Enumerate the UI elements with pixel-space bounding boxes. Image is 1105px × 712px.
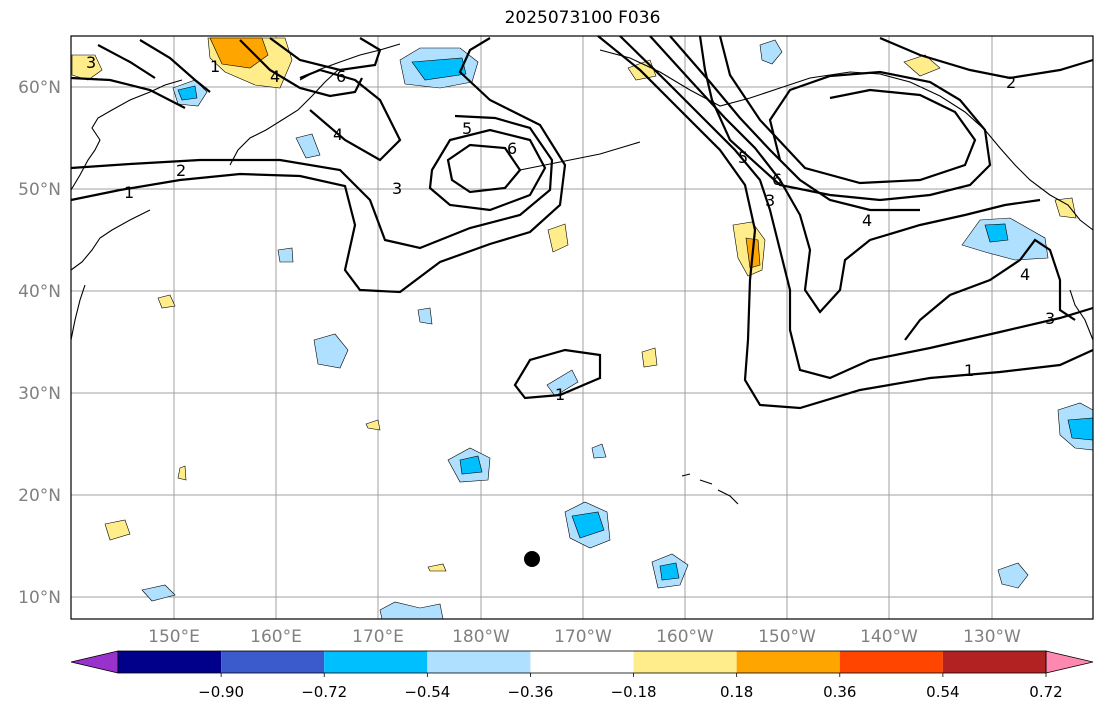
colorbar-tick-label: −0.18	[611, 683, 657, 701]
map-title: 2025073100 F036	[504, 8, 661, 28]
colorbar-tick-label: 0.54	[926, 683, 959, 701]
colorbar-segment	[942, 651, 1046, 673]
contour-label: 3	[392, 179, 402, 198]
contour-label: 4	[1020, 265, 1030, 284]
lat-label: 20°N	[18, 486, 61, 506]
lon-label: 150°E	[148, 627, 200, 647]
contour-label: 6	[772, 170, 782, 189]
colorbar-tick-label: 0.36	[823, 683, 856, 701]
colorbar-extend-high	[1045, 650, 1094, 674]
contour-label: 2	[176, 161, 186, 180]
colorbar-segment	[633, 651, 737, 673]
contour-label: 6	[507, 139, 517, 158]
contour-label: 3	[1045, 309, 1055, 328]
lon-label: 180°W	[452, 627, 510, 647]
longitude-labels: 150°E 160°E 170°E 180°W 170°W 160°W 150°…	[148, 627, 1021, 647]
contour-label: 1	[210, 57, 220, 76]
map-frame	[70, 35, 1094, 620]
lon-label: 130°W	[963, 627, 1021, 647]
contour-label: 6	[336, 67, 346, 86]
contour-label: 2	[1006, 73, 1016, 92]
lat-label: 10°N	[18, 588, 61, 608]
lon-label: 170°E	[352, 627, 404, 647]
height-contours	[70, 35, 1094, 410]
colorbar-segment	[530, 651, 634, 673]
lat-label: 30°N	[18, 384, 61, 404]
colorbar-tick-label: −0.36	[507, 683, 553, 701]
contour-label: 4	[862, 211, 872, 230]
colorbar-segment	[427, 651, 531, 673]
colorbar-segment	[736, 651, 840, 673]
contour-label: 3	[765, 191, 775, 210]
colorbar-segment	[118, 651, 222, 673]
contour-label: 4	[270, 67, 280, 86]
contour-label: 1	[964, 361, 974, 380]
contour-label: 5	[462, 119, 472, 138]
colorbar-segment	[324, 651, 428, 673]
contour-label: 1	[555, 385, 565, 404]
center-marker-dot	[524, 551, 540, 567]
colorbar-tick-label: 0.72	[1029, 683, 1062, 701]
lon-label: 150°W	[758, 627, 816, 647]
colorbar-outline	[117, 650, 1047, 674]
coastlines	[70, 43, 1094, 505]
colorbar-tick-label: −0.72	[301, 683, 347, 701]
lon-label: 160°E	[250, 627, 302, 647]
contour-label: 1	[124, 183, 134, 202]
contour-label: 5	[738, 148, 748, 167]
colorbar-tick-label: −0.90	[198, 683, 244, 701]
lon-label: 170°W	[554, 627, 612, 647]
colorbar: −0.90 −0.72 −0.54 −0.36 −0.18 0.18 0.36 0.54 0.7…	[70, 650, 1094, 701]
contour-label: 3	[86, 53, 96, 72]
latitude-labels: 60°N 50°N 40°N 30°N 20°N 10°N	[18, 78, 61, 608]
shaded-anomaly-areas	[71, 37, 1094, 620]
colorbar-tick-label: 0.18	[720, 683, 753, 701]
lat-label: 40°N	[18, 282, 61, 302]
lon-label: 160°W	[656, 627, 714, 647]
colorbar-segment	[839, 651, 943, 673]
colorbar-extend-low	[70, 650, 119, 674]
contour-label: 4	[333, 125, 343, 144]
lat-label: 50°N	[18, 180, 61, 200]
lon-label: 140°W	[860, 627, 918, 647]
colorbar-segment	[221, 651, 325, 673]
lat-label: 60°N	[18, 78, 61, 98]
colorbar-tick-label: −0.54	[404, 683, 450, 701]
contour-label-group: 1 2 3 4 5 6 3 1 4 6 1 5 6 3 4 2 3 1 4	[86, 53, 1055, 404]
